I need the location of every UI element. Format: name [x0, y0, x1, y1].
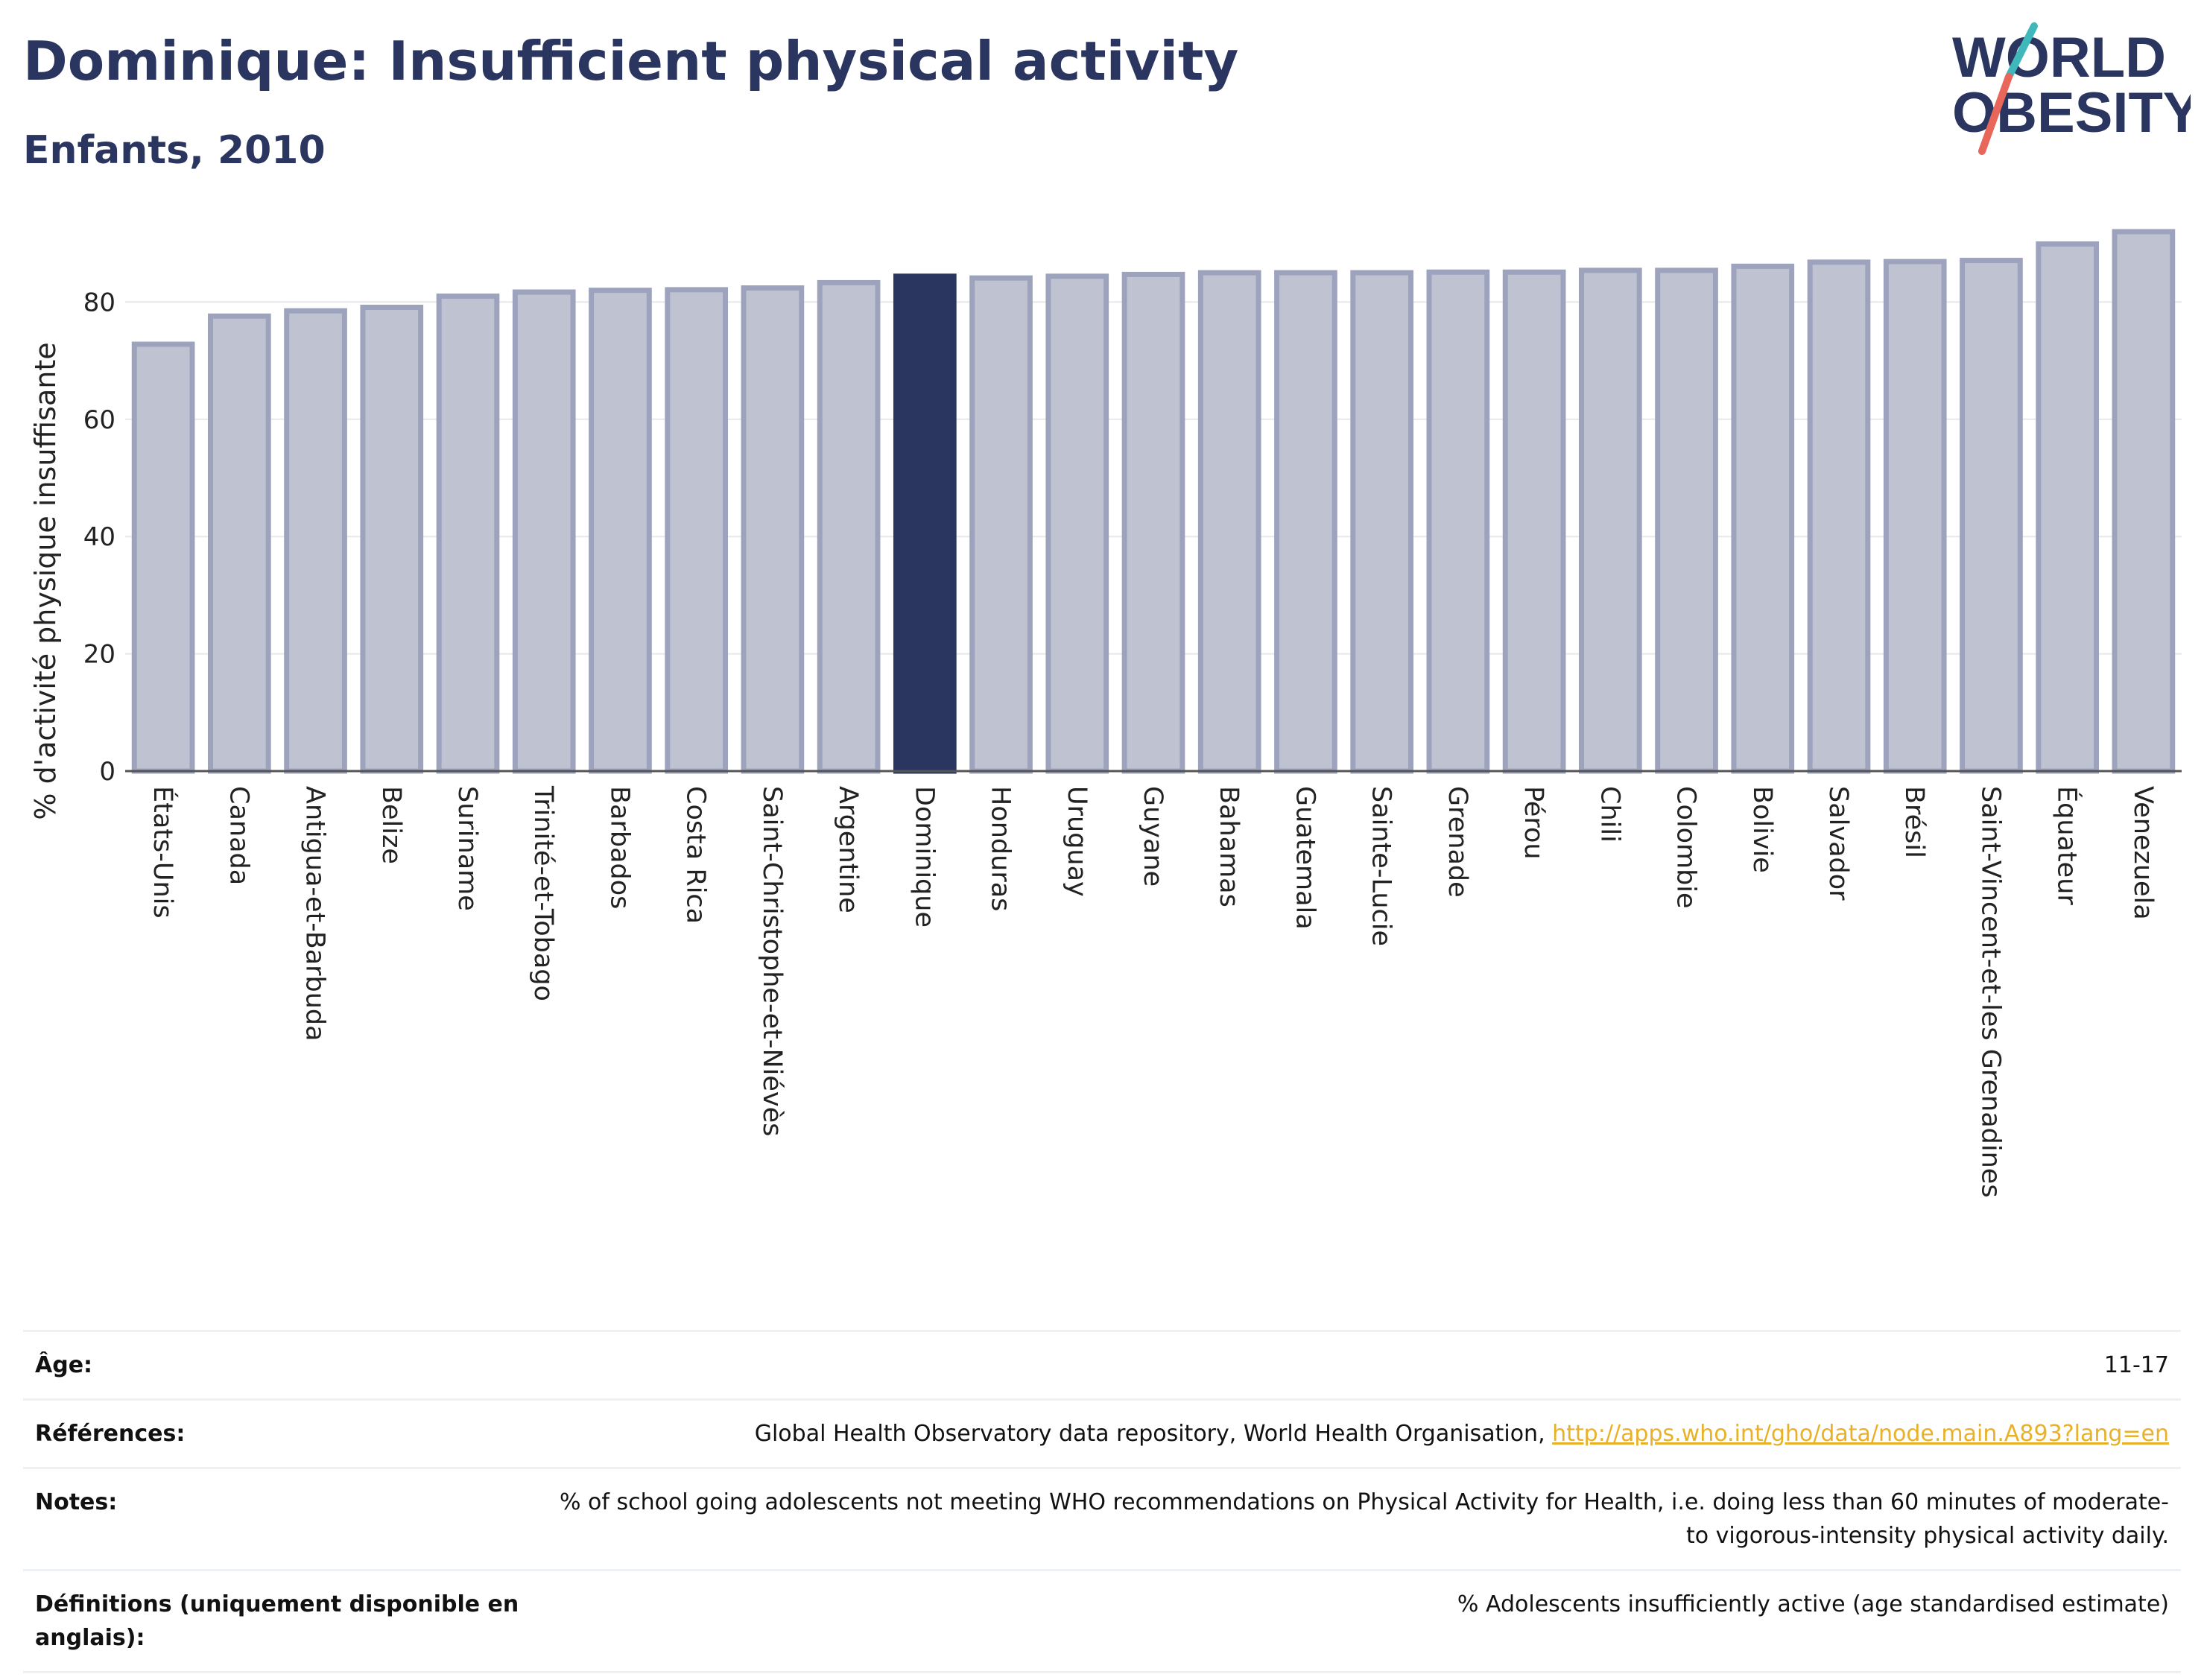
info-table: Âge: 11-17 Références: Global Health Obs…	[23, 1330, 2181, 1673]
notes-value: % of school going adolescents not meetin…	[559, 1489, 2169, 1549]
bar-country	[512, 289, 576, 774]
world-obesity-logo: WORLD OBESITY	[1952, 22, 2191, 155]
bar-country	[284, 308, 347, 774]
age-label: Âge:	[35, 1352, 93, 1378]
bar-country	[1502, 269, 1566, 774]
bar-country	[1121, 271, 1185, 774]
category-label: Bahamas	[1214, 786, 1244, 907]
bar-highlighted	[893, 273, 957, 774]
bar-country	[1655, 267, 1718, 774]
bar-country	[1883, 259, 1947, 774]
references-value: Global Health Observatory data repositor…	[527, 1417, 2169, 1451]
chart-title: Dominique: Insufficient physical activit…	[23, 30, 1239, 92]
info-row-notes: Notes: % of school going adolescents not…	[23, 1469, 2181, 1571]
info-row-definitions: Définitions (uniquement disponible en an…	[23, 1571, 2181, 1673]
bar-country	[2036, 241, 2100, 774]
category-label: Honduras	[986, 786, 1016, 911]
bar-country	[969, 275, 1033, 774]
definitions-value: % Adolescents insufficiently active (age…	[1457, 1591, 2169, 1617]
bar-country	[1807, 259, 1871, 774]
bar-country	[741, 285, 805, 774]
bar-country	[1274, 270, 1337, 774]
bar-chart: 0 20 40 60 80 États-Unis Canada Antigua-et-Bar…	[29, 229, 2182, 1198]
y-tick-label: 40	[83, 522, 115, 552]
bar-country	[1350, 270, 1414, 774]
definitions-label: Définitions (uniquement disponible en an…	[35, 1591, 519, 1651]
bar-country	[1045, 273, 1109, 774]
bar-country	[1426, 269, 1490, 774]
category-label: Salvador	[1823, 786, 1853, 901]
category-label: Saint-Christophe-et-Niévès	[757, 786, 787, 1136]
y-tick-label: 20	[83, 640, 115, 670]
bar-country	[2112, 229, 2176, 774]
bar-country	[1197, 270, 1261, 774]
bar-country	[207, 313, 271, 774]
bar-country	[1731, 263, 1795, 774]
category-label: Argentine	[833, 786, 863, 913]
references-link[interactable]: http://apps.who.int/gho/data/node.main.A…	[1552, 1421, 2169, 1447]
references-text: Global Health Observatory data repositor…	[754, 1421, 1553, 1447]
bar-country	[1960, 258, 2023, 774]
category-labels: États-Unis Canada Antigua-et-Barbuda Belize…	[148, 785, 2158, 1198]
category-label: Antigua-et-Barbuda	[300, 786, 330, 1042]
category-label: Grenade	[1443, 786, 1472, 898]
category-label: Costa Rica	[681, 786, 711, 924]
category-label: Dominique	[909, 786, 939, 928]
category-label: Canada	[224, 786, 253, 885]
references-label: Références:	[35, 1421, 186, 1447]
category-label: Sainte-Lucie	[1367, 786, 1396, 946]
y-tick-labels: 0 20 40 60 80	[83, 288, 115, 787]
category-label: États-Unis	[148, 786, 179, 919]
category-label: Belize	[376, 786, 406, 864]
bars	[131, 229, 2176, 774]
info-row-age: Âge: 11-17	[23, 1332, 2181, 1401]
y-tick-label: 60	[83, 405, 115, 435]
category-label: Trinité-et-Tobago	[528, 785, 558, 1001]
category-label: Guatemala	[1290, 786, 1320, 930]
y-tick-label: 0	[99, 757, 115, 787]
category-label: Uruguay	[1062, 786, 1092, 897]
bar-country	[817, 279, 881, 774]
bar-country	[436, 294, 500, 774]
bar-country	[360, 304, 424, 774]
category-label: Pérou	[1519, 786, 1548, 860]
y-axis-title: % d'activité physique insuffisante	[29, 342, 62, 820]
category-label: Suriname	[452, 786, 482, 911]
bar-country	[131, 341, 195, 774]
category-label: Chili	[1595, 786, 1624, 843]
category-label: Barbados	[604, 786, 634, 909]
category-label: Saint-Vincent-et-les Grenadines	[1975, 786, 2005, 1198]
info-row-references: Références: Global Health Observatory da…	[23, 1401, 2181, 1469]
bar-country	[665, 287, 729, 774]
age-value: 11-17	[2103, 1352, 2169, 1378]
bar-country	[589, 288, 652, 774]
y-tick-label: 80	[83, 288, 115, 317]
svg-text:WORLD: WORLD	[1952, 26, 2166, 89]
category-label: Venezuela	[2128, 786, 2158, 920]
bar-country	[1578, 267, 1642, 774]
category-label: Guyane	[1138, 786, 1168, 887]
category-label: Bolivie	[1747, 786, 1777, 873]
category-label: Équateur	[2052, 786, 2083, 905]
notes-label: Notes:	[35, 1489, 118, 1515]
category-label: Brésil	[1899, 786, 1929, 858]
category-label: Colombie	[1671, 786, 1701, 909]
chart-subtitle: Enfants, 2010	[23, 128, 326, 173]
